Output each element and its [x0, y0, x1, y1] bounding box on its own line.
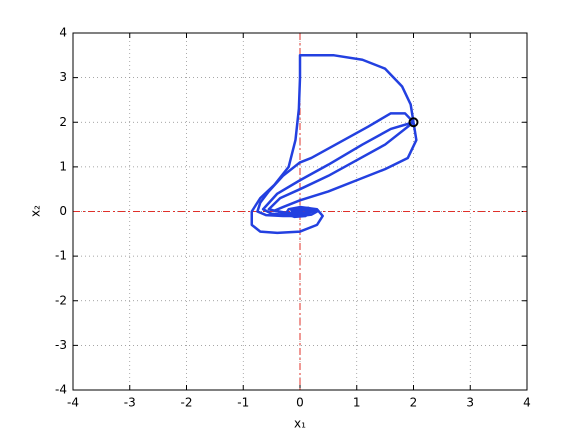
- y-tick-label: 0: [59, 204, 67, 218]
- y-tick-label: -1: [55, 249, 67, 263]
- y-axis-label: x₂: [29, 205, 43, 217]
- trajectory: [261, 121, 414, 217]
- x-tick-label: -3: [124, 396, 136, 410]
- x-tick-label: -1: [237, 396, 249, 410]
- x-tick-label: 4: [523, 396, 531, 410]
- trajectory: [273, 122, 418, 215]
- y-tick-label: -3: [55, 338, 67, 352]
- x-tick-label: 3: [466, 396, 474, 410]
- x-tick-label: 1: [353, 396, 361, 410]
- initial-point: [408, 117, 419, 128]
- x-tick-label: 2: [410, 396, 418, 410]
- x-tick-label: 0: [296, 396, 304, 410]
- y-tick-label: -4: [55, 383, 67, 397]
- x-tick-label: -4: [67, 396, 79, 410]
- y-tick-label: 4: [59, 26, 67, 40]
- y-tick-label: 1: [59, 159, 67, 173]
- y-tick-label: -2: [55, 293, 67, 307]
- axes-box: [72, 32, 528, 391]
- y-tick-label: 3: [59, 70, 67, 84]
- y-tick-label: 2: [59, 115, 67, 129]
- x-axis-label: x₁: [294, 417, 306, 431]
- x-tick-label: -2: [181, 396, 193, 410]
